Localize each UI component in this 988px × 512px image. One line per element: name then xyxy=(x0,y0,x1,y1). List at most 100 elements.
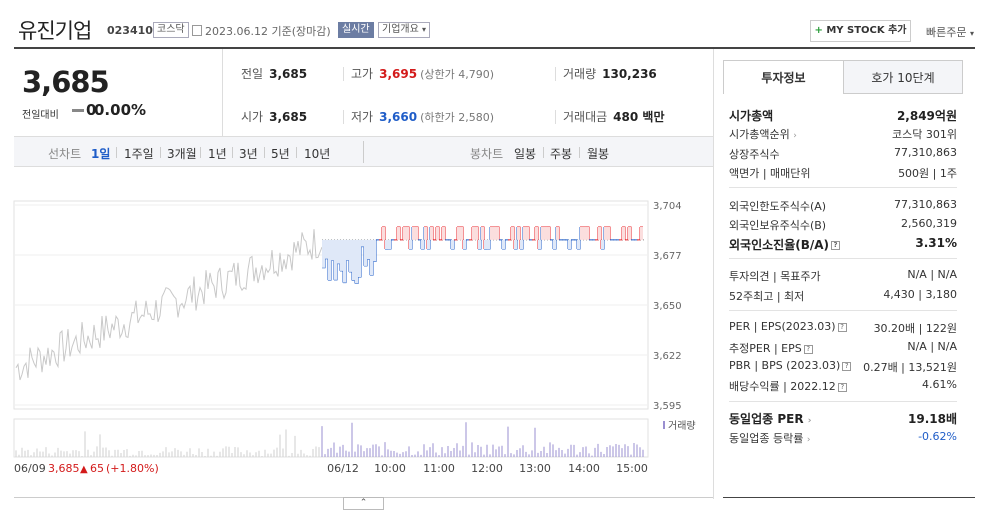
chevron-right-icon: › xyxy=(807,416,812,426)
price-fill xyxy=(526,227,529,240)
price-step xyxy=(379,227,383,241)
x-tick-label: 14:00 xyxy=(568,462,600,475)
price-fill xyxy=(547,227,550,240)
price-fill xyxy=(607,227,610,240)
price-step xyxy=(499,239,503,250)
price-fill xyxy=(463,239,466,250)
period-5y[interactable]: 5년 xyxy=(271,147,290,161)
period-1y[interactable]: 1년 xyxy=(208,147,227,161)
price-fill xyxy=(520,239,523,250)
row-cap-rank[interactable]: 시가총액순위 › 코스닥 301위 xyxy=(729,128,957,141)
y-tick-label: 3,704 xyxy=(653,201,682,212)
price-fill xyxy=(409,239,412,250)
price-fill xyxy=(517,227,520,240)
period-1d[interactable]: 1일 xyxy=(91,147,111,161)
price-fill xyxy=(556,227,559,240)
collapse-button[interactable]: ⌃ xyxy=(343,497,384,510)
price-fill xyxy=(361,239,364,247)
row-est-per: 추정PER | EPS? N/A | N/A xyxy=(729,340,957,355)
period-10y[interactable]: 10년 xyxy=(304,147,331,161)
row-sector-per[interactable]: 동일업종 PER › 19.18배 xyxy=(729,412,957,426)
row-per: PER | EPS(2023.03)? 30.20배 | 122원 xyxy=(729,320,957,335)
candle-daily[interactable]: 일봉 xyxy=(514,147,537,161)
stat-high: 고가 3,695 (상한가 4,790) xyxy=(351,67,494,81)
help-icon[interactable]: ? xyxy=(837,382,847,392)
period-1w[interactable]: 1주일 xyxy=(124,147,154,161)
price-fill xyxy=(352,239,355,281)
price-fill xyxy=(424,227,427,240)
price-step xyxy=(352,279,356,284)
live-badge[interactable]: 실시간 xyxy=(338,22,374,38)
quick-order-menu[interactable]: 빠른주문 ▾ xyxy=(926,26,974,39)
tab-invest-info[interactable]: 투자정보 xyxy=(723,60,844,94)
my-stock-add-button[interactable]: + MY STOCK 추가 xyxy=(810,20,911,42)
price-fill xyxy=(382,227,385,240)
line-chart-label: 선차트 xyxy=(48,147,82,161)
price-fill xyxy=(538,239,541,250)
panel-bottom-line xyxy=(723,497,975,498)
period-3y[interactable]: 3년 xyxy=(239,147,258,161)
price-fill xyxy=(328,239,331,281)
price-fill xyxy=(535,227,538,240)
price-fill xyxy=(436,227,439,240)
row-foreign-limit: 외국인한도주식수(A) 77,310,863 xyxy=(729,198,957,213)
price-fill xyxy=(325,239,328,259)
prev-day-date: 06/09 xyxy=(14,462,46,475)
row-market-cap: 시가총액 2,849억원 xyxy=(729,109,957,123)
help-icon[interactable]: ? xyxy=(837,322,847,332)
y-tick-label: 3,677 xyxy=(653,251,682,262)
company-overview-dropdown[interactable]: 기업개요 ▾ xyxy=(378,22,431,38)
price-fill xyxy=(577,239,580,250)
chevron-right-icon: › xyxy=(793,131,797,141)
price-chart[interactable]: 3,704 3,677 3,650 3,622 3,595 거래량 06/12 10:00 11… xyxy=(0,167,713,512)
price-fill xyxy=(598,227,601,240)
candle-monthly[interactable]: 월봉 xyxy=(587,147,610,161)
price-fill xyxy=(511,227,514,240)
candle-chart-label: 봉차트 xyxy=(470,147,504,161)
price-step xyxy=(508,227,512,241)
stat-open: 시가 3,685 xyxy=(241,110,308,124)
y-tick-label: 3,622 xyxy=(653,351,682,362)
up-triangle-icon: ▲ xyxy=(80,464,88,475)
price-step xyxy=(532,227,536,241)
row-foreign-hold: 외국인보유주식수(B) 2,560,319 xyxy=(729,217,957,232)
row-foreign-ratio: 외국인소진율(B/A)? 3.31% xyxy=(729,236,957,252)
chevron-down-icon: ▾ xyxy=(969,29,974,38)
tab-orderbook[interactable]: 호가 10단계 xyxy=(843,60,963,94)
price-fill xyxy=(412,227,415,240)
price-fill xyxy=(604,227,607,240)
date-info: 2023.06.12 기준(장마감) xyxy=(205,25,331,38)
x-tick-label: 10:00 xyxy=(374,462,406,475)
price-fill xyxy=(472,227,475,240)
price-stats: 전일 3,685 고가 3,695 (상한가 4,790) 거래량 130,236 시가… xyxy=(223,49,713,137)
price-step xyxy=(418,239,422,250)
stat-low: 저가 3,660 (하한가 2,580) xyxy=(351,110,494,124)
help-icon[interactable]: ? xyxy=(842,361,852,371)
price-step xyxy=(394,227,398,241)
chevron-up-icon: ⌃ xyxy=(359,498,368,508)
company-name: 유진기업 xyxy=(18,19,92,43)
price-fill xyxy=(460,227,463,240)
invest-info-panel: 투자정보 호가 10단계 시가총액 2,849억원 시가총액순위 › 코스닥 301… xyxy=(723,60,963,452)
x-tick-label: 15:00 xyxy=(616,462,648,475)
price-step xyxy=(550,239,554,250)
price-fill xyxy=(481,227,484,240)
price-fill xyxy=(373,239,376,262)
period-3m[interactable]: 3개월 xyxy=(167,147,197,161)
prev-day-change-pct: (+1.80%) xyxy=(106,462,159,475)
price-fill xyxy=(340,239,343,271)
price-fill xyxy=(397,227,400,240)
price-fill xyxy=(490,227,493,240)
price-change: 0 xyxy=(72,101,96,119)
prev-compare-label: 전일대비 xyxy=(22,110,59,121)
flat-icon xyxy=(72,109,84,112)
row-sector-rate[interactable]: 동일업종 등락률 › -0.62% xyxy=(729,430,957,445)
candle-weekly[interactable]: 주봉 xyxy=(550,147,573,161)
volume-label: 거래량 xyxy=(668,420,696,432)
help-icon[interactable]: ? xyxy=(803,344,813,354)
help-icon[interactable]: ? xyxy=(831,241,841,250)
price-fill xyxy=(349,239,352,272)
x-tick-label: 13:00 xyxy=(519,462,551,475)
price-fill xyxy=(487,239,490,250)
price-fill xyxy=(601,239,604,250)
